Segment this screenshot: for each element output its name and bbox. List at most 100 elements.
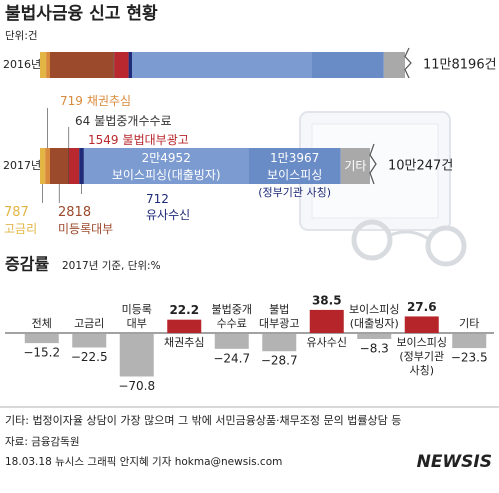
- bar-segment: [49, 148, 69, 184]
- bar-segment: [83, 148, 249, 184]
- bar: [357, 334, 392, 339]
- category-label: 미등록: [122, 303, 152, 316]
- category-label: 사칭): [409, 364, 434, 377]
- segment-label-part: 64: [75, 114, 90, 128]
- bar-segment: [340, 148, 370, 184]
- bar: [72, 334, 107, 348]
- year-label: 2016년: [3, 58, 41, 71]
- value-label: −23.5: [451, 351, 488, 365]
- category-label: 채권추심: [164, 336, 204, 349]
- footer-note: 기타: 법정이자율 상담이 가장 많으며 그 밖에 서민금융상품·채무조정 문의…: [5, 414, 401, 427]
- bar: [167, 319, 202, 333]
- value-label: −15.2: [23, 346, 60, 360]
- bar-segment: [50, 52, 114, 78]
- value-label: 27.6: [407, 300, 437, 314]
- segment-label: 719 채권추심: [60, 94, 131, 108]
- category-label: 보이스피싱: [349, 303, 400, 316]
- bar-segment: [114, 52, 129, 78]
- bar-segment: [68, 148, 70, 184]
- segment-value-label-part: 1만3967: [270, 151, 319, 165]
- value-label: −28.7: [261, 354, 298, 368]
- category-label: 수수료: [217, 317, 247, 330]
- bar: [24, 334, 59, 344]
- bar-segment: [128, 52, 132, 78]
- segment-label-part: 불법대부광고: [123, 133, 189, 147]
- bar-segment: [383, 52, 405, 78]
- segment-value-label-part: 2818: [58, 205, 91, 220]
- category-label: 고금리: [74, 317, 104, 330]
- segment-value-label: 2만4952: [142, 151, 191, 165]
- segment-name-label-part: 유사수신: [146, 208, 190, 222]
- segment-name-label-part: 기타: [344, 159, 366, 173]
- segment-label-part: 불법중개수수료: [94, 114, 171, 128]
- category-label: (대출빙자): [350, 317, 399, 330]
- bar: [262, 334, 297, 352]
- value-label: 38.5: [312, 293, 342, 307]
- category-label: 불법중개: [212, 303, 252, 316]
- footer-source: 자료: 금융감독원: [5, 436, 80, 448]
- value-label: −22.5: [71, 350, 108, 364]
- bar-segment: [113, 52, 115, 78]
- value-label: 22.2: [169, 303, 199, 317]
- bar-segment: [79, 148, 84, 184]
- bar: [309, 309, 344, 333]
- segment-label-part: 719: [60, 94, 83, 108]
- segment-name-label-part: 미등록대부: [58, 222, 113, 236]
- segment-value-label-part: 712: [146, 192, 169, 206]
- segment-name-label: 유사수신: [146, 208, 190, 222]
- bar-segment: [45, 148, 50, 184]
- segment-name-label-part: 고금리: [4, 222, 37, 236]
- bar-segment: [311, 52, 384, 78]
- bar: [404, 316, 439, 333]
- year-label: 2017년: [3, 159, 41, 172]
- bar: [452, 334, 487, 349]
- logo: NEWSIS: [417, 452, 492, 472]
- segment-value-label: 1만3967: [270, 151, 319, 165]
- bar-segment: [131, 52, 312, 78]
- segment-value-label: 712: [146, 192, 169, 206]
- segment-name-label: 보이스피싱: [267, 168, 322, 182]
- total-label: 10만247건: [388, 159, 453, 174]
- bar-segment: [40, 52, 47, 78]
- segment-name-label: 기타: [344, 159, 366, 173]
- bar: [214, 334, 249, 349]
- segment-value-label: 787: [4, 205, 29, 220]
- bar-segment: [68, 148, 80, 184]
- value-label: −8.3: [360, 341, 389, 355]
- bar-segment: [46, 52, 51, 78]
- unit: 단위:건: [5, 29, 38, 42]
- category-label: 대부: [127, 317, 147, 330]
- category-label: 불법: [269, 303, 289, 316]
- segment-value-label-part: 787: [4, 205, 29, 220]
- growth-title: 증감률: [5, 255, 49, 274]
- category-label: 유사수신: [307, 336, 347, 349]
- category-label: (정부기관: [399, 350, 444, 363]
- category-label: 전체: [32, 317, 52, 330]
- segment-name-label: (정부기관 사칭): [258, 186, 331, 199]
- segment-value-label-part: 2만4952: [142, 151, 191, 165]
- segment-name-label-part: 보이스피싱: [267, 168, 322, 182]
- bar-segment: [40, 148, 46, 184]
- segment-label: 64 불법중개수수료: [75, 114, 172, 128]
- bar-break: [369, 143, 377, 185]
- segment-name-label: 고금리: [4, 222, 37, 236]
- bar: [119, 334, 154, 377]
- segment-value-label: 2818: [58, 205, 91, 220]
- bar-segment: [248, 148, 341, 184]
- bar-break: [404, 47, 412, 79]
- illustration: [299, 111, 467, 267]
- segment-label-part: 1549: [88, 133, 119, 147]
- growth-subtitle: 2017년 기준, 단위:%: [62, 259, 161, 272]
- segment-name-label: 미등록대부: [58, 222, 113, 236]
- segment-name-label-part: 보이스피싱(대출빙자): [112, 168, 221, 182]
- segment-label-part: 채권추심: [87, 94, 131, 108]
- segment-name-label: 보이스피싱(대출빙자): [112, 168, 221, 182]
- value-label: −24.7: [213, 351, 250, 365]
- category-label: 기타: [459, 317, 479, 330]
- category-label: 보이스피싱: [396, 336, 447, 349]
- segment-label: 1549 불법대부광고: [88, 133, 189, 147]
- total-label: 11만8196건: [423, 58, 497, 73]
- value-label: −70.8: [118, 379, 155, 393]
- title: 불법사금융 신고 현황: [5, 4, 158, 24]
